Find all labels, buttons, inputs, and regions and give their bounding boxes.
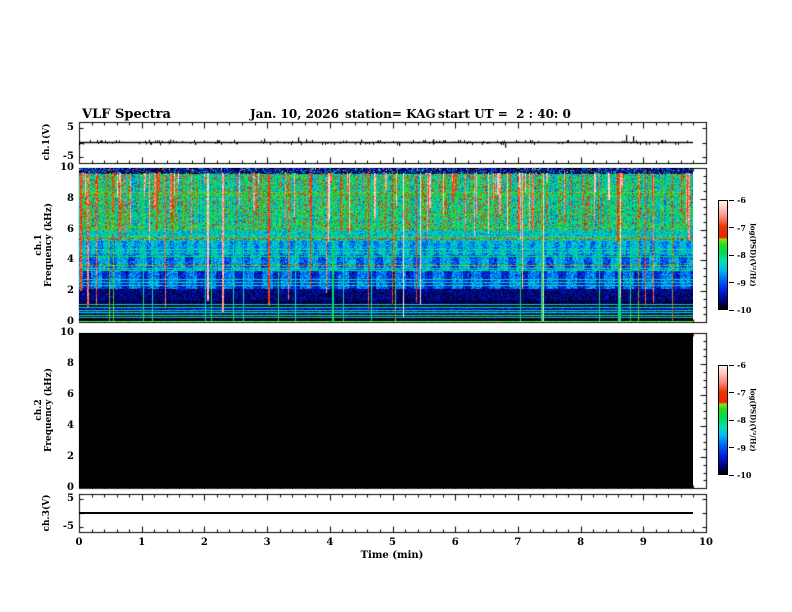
colorbar-tick-label: -9: [737, 277, 746, 288]
colorbar-tick-mark: [729, 254, 734, 256]
xtick-label: 8: [577, 537, 585, 548]
colorbar-tick-mark: [729, 227, 734, 228]
ch2-label-line2: Frequency (kHz): [44, 367, 54, 453]
ytick-label: 6: [67, 223, 74, 235]
colorbar-tick-mark: [729, 199, 734, 201]
colorbar-tick-label: -8: [737, 250, 746, 260]
colorbar-tick-mark: [729, 364, 734, 366]
ytick-label: 8: [67, 358, 74, 369]
ch2-frequency-axis-label: ch.2 Frequency (kHz): [34, 368, 54, 452]
ytick-label: 5: [67, 122, 74, 133]
colorbar-ch1-label: log(PSD)(V²/Hz): [748, 223, 758, 287]
ytick-label: 8: [67, 192, 74, 204]
colorbar-tick-label: -9: [737, 442, 746, 453]
colorbar-tick-label: -10: [737, 470, 752, 480]
figure-title: VLF Spectra: [82, 107, 171, 122]
ytick-label: 0: [67, 316, 74, 327]
xtick-label: 7: [514, 537, 522, 548]
colorbar-tick-label: -6: [737, 360, 746, 370]
xtick-label: 6: [451, 537, 459, 548]
colorbar-tick-label: -7: [737, 222, 746, 233]
ytick-label: 0: [67, 482, 74, 493]
title-date: Jan. 10, 2026: [250, 107, 339, 121]
xtick-label: 4: [326, 537, 334, 548]
xtick-label: 1: [138, 537, 146, 548]
xtick-label: 5: [389, 537, 396, 548]
ytick-label: 5: [67, 493, 74, 504]
ch1-spectrogram-canvas: [79, 168, 693, 322]
time-axis-label: Time (min): [360, 550, 424, 561]
colorbar-tick-label: -8: [737, 415, 746, 425]
title-station: station= KAG: [345, 107, 436, 121]
xtick-label: 2: [200, 537, 208, 548]
xtick-label: 10: [699, 537, 713, 548]
colorbar-tick-mark: [729, 447, 734, 448]
colorbar-tick-label: -10: [737, 305, 752, 315]
colorbar-tick-label: -6: [737, 195, 746, 205]
colorbar-tick-mark: [729, 282, 734, 283]
colorbar-psd-ch1: [718, 200, 728, 310]
colorbar-tick-mark: [729, 392, 734, 393]
xtick-label: 9: [639, 537, 647, 548]
ytick-label: 10: [60, 162, 74, 173]
ch1-frequency-axis-label: ch.1 Frequency (kHz): [34, 203, 54, 287]
ytick-label: 6: [67, 389, 74, 400]
ch1-label-line1: ch.1: [34, 234, 44, 256]
colorbar-tick-mark: [729, 419, 734, 421]
ytick-label: -5: [62, 521, 74, 532]
ytick-label: 4: [67, 420, 74, 431]
ch1-label-line2: Frequency (kHz): [44, 202, 54, 288]
colorbar-psd-ch2: [718, 365, 728, 475]
ch3-voltage-trace: [79, 512, 693, 514]
ytick-label: -5: [62, 151, 74, 162]
ch2-spectrogram-nodata: [79, 333, 693, 488]
xtick-label: 3: [263, 537, 271, 548]
ytick-label: 4: [67, 254, 74, 266]
ch1-voltage-trace-canvas: [79, 122, 693, 164]
colorbar-tick-mark: [729, 474, 734, 476]
ytick-label: 2: [67, 451, 74, 462]
ch2-label-line1: ch.2: [34, 399, 44, 421]
colorbar-tick-mark: [729, 309, 734, 311]
colorbar-ch2-label: log(PSD)(V²/Hz): [748, 388, 758, 452]
colorbar-tick-label: -7: [737, 387, 746, 398]
ytick-label: 2: [67, 285, 74, 297]
title-start-ut: start UT = 2 : 40: 0: [438, 107, 571, 121]
ytick-label: 10: [60, 327, 74, 338]
xtick-label: 0: [75, 537, 83, 548]
